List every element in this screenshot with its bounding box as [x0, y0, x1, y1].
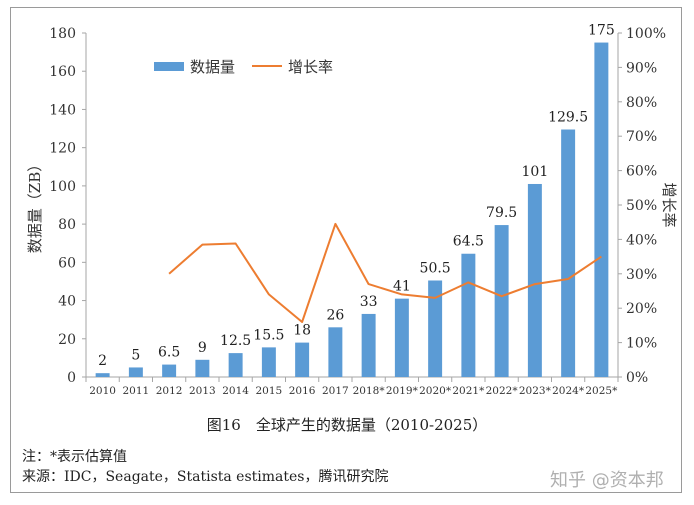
chart: 0 20 40 60 80 100 120 140 160 180 0% 10% 20% 30% 40% 50… — [26, 23, 678, 397]
right-tick-label: 90% — [626, 60, 657, 76]
x-tick-label: 2020* — [419, 385, 452, 397]
bar-value-label: 33 — [360, 294, 378, 310]
data-bar — [527, 183, 542, 377]
bar-value-label: 6.5 — [158, 345, 180, 361]
data-bar — [128, 367, 143, 377]
bar-value-label: 2 — [98, 353, 107, 369]
legend-line-label: 增长率 — [288, 58, 333, 76]
right-tick-label: 10% — [626, 336, 657, 352]
x-tick-label: 2017 — [322, 385, 349, 397]
x-tick-label: 2024* — [552, 385, 585, 397]
right-tick-label: 50% — [626, 198, 657, 214]
data-bar — [295, 342, 310, 377]
x-tick-label: 2014 — [222, 385, 249, 397]
bar-value-label: 64.5 — [453, 234, 484, 250]
x-tick-label: 2019* — [386, 385, 419, 397]
left-tick-label: 20 — [58, 332, 76, 348]
bar-value-label: 41 — [393, 279, 411, 295]
left-tick-label: 100 — [49, 179, 76, 195]
right-tick-label: 40% — [626, 232, 657, 248]
right-tick-label: 70% — [626, 129, 657, 145]
left-axis-title: 数据量（ZB） — [26, 157, 44, 253]
right-tick-label: 100% — [626, 26, 666, 42]
data-bar — [394, 298, 409, 377]
data-bar — [428, 280, 443, 377]
bar-value-label: 26 — [326, 307, 344, 323]
bar-value-label: 175 — [588, 23, 615, 39]
x-tick-label: 2015 — [256, 385, 283, 397]
estimate-note: 注：*表示估算值 — [22, 449, 127, 465]
bar-value-label: 12.5 — [220, 333, 251, 349]
bar-value-label: 18 — [293, 323, 311, 339]
legend-bar-swatch — [154, 62, 184, 71]
x-tick-label: 2022* — [486, 385, 519, 397]
bar-value-label: 129.5 — [548, 110, 588, 126]
bar-value-label: 79.5 — [486, 205, 517, 221]
x-tick-label: 2012 — [156, 385, 183, 397]
data-bar — [95, 373, 110, 377]
growth-rate-line — [168, 222, 602, 323]
right-axis-title: 增长率 — [660, 182, 678, 227]
bar-value-label: 15.5 — [253, 327, 284, 343]
data-bar — [162, 364, 177, 377]
data-bar — [361, 313, 376, 377]
data-bar — [328, 327, 343, 377]
x-tick-label: 2016 — [289, 385, 316, 397]
source-note: 来源：IDC，Seagate，Statista estimates，腾讯研究院 — [22, 469, 389, 485]
right-tick-label: 60% — [626, 164, 657, 180]
x-tick-label: 2018* — [353, 385, 386, 397]
x-tick-label: 2010 — [89, 385, 116, 397]
left-tick-label: 80 — [58, 217, 76, 233]
bar-value-label: 101 — [522, 164, 549, 180]
bar-value-label: 50.5 — [420, 260, 451, 276]
x-tick-label: 2025* — [585, 385, 618, 397]
left-tick-label: 180 — [49, 26, 76, 42]
data-bar — [261, 347, 276, 377]
left-tick-label: 0 — [67, 370, 76, 386]
data-bar — [494, 225, 509, 377]
left-tick-label: 160 — [49, 64, 76, 80]
left-tick-label: 120 — [49, 141, 76, 157]
figure-caption: 图16 全球产生的数据量（2010-2025） — [206, 416, 488, 434]
data-bar — [195, 359, 210, 377]
bar-value-label: 9 — [198, 340, 207, 356]
left-tick-label: 60 — [58, 255, 76, 271]
right-tick-label: 0% — [626, 370, 648, 386]
x-tick-label: 2011 — [123, 385, 150, 397]
figure-frame — [10, 7, 682, 493]
right-tick-label: 20% — [626, 301, 657, 317]
data-bar — [461, 253, 476, 377]
right-tick-label: 30% — [626, 267, 657, 283]
left-tick-label: 40 — [58, 294, 76, 310]
left-tick-label: 140 — [49, 102, 76, 118]
legend-bar-label: 数据量 — [190, 58, 235, 76]
data-bar — [561, 129, 576, 377]
x-tick-label: 2021* — [452, 385, 485, 397]
x-tick-label: 2013 — [189, 385, 216, 397]
watermark: 知乎 @资本邦 — [550, 470, 664, 491]
bar-value-label: 5 — [131, 347, 140, 363]
right-tick-label: 80% — [626, 95, 657, 111]
data-bar — [228, 353, 243, 377]
data-bar — [594, 42, 609, 378]
x-tick-label: 2023* — [519, 385, 552, 397]
